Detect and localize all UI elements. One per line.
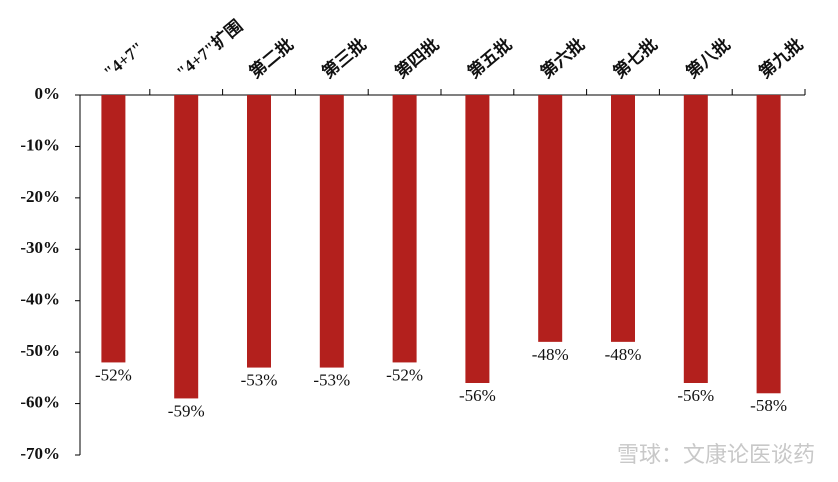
y-tick-label: -30% [20,238,60,257]
x-tick-label: 第九批 [755,34,807,82]
x-tick-label: 第八批 [682,34,734,82]
x-tick-label: 第二批 [245,34,297,82]
x-tick-label: 第三批 [318,34,370,82]
y-tick-label: -40% [20,290,60,309]
value-label: -56% [459,386,496,405]
value-label: -59% [168,401,205,420]
y-tick-label: 0% [35,84,61,103]
bar [538,95,563,342]
x-tick-label: "4+7"扩围 [172,16,246,82]
bar [247,95,271,368]
value-label: -48% [532,345,569,364]
value-label: -56% [677,386,714,405]
y-tick-label: -20% [20,187,60,206]
bar [683,95,708,383]
value-label: -58% [750,396,787,415]
watermark: 雪球：文康论医谈药 [617,443,815,468]
x-tick-label: 第七批 [609,34,661,82]
y-tick-label: -70% [20,444,60,463]
value-label: -53% [313,370,350,389]
bar [174,95,199,399]
x-tick-label: 第五批 [464,34,516,82]
y-tick-label: -10% [20,135,60,154]
bar [319,95,344,368]
x-tick-label: 第六批 [536,34,588,82]
bar [756,95,781,394]
bar [392,95,417,363]
value-label: -53% [241,370,278,389]
x-tick-label: 第四批 [391,34,443,82]
y-tick-label: -50% [20,341,60,360]
bar [101,95,126,363]
bar [465,95,490,383]
y-tick-label: -60% [20,392,60,411]
value-label: -52% [95,365,132,384]
value-label: -48% [605,345,642,364]
bar [611,95,635,342]
value-label: -52% [386,365,423,384]
x-tick-label: "4+7" [100,38,147,82]
